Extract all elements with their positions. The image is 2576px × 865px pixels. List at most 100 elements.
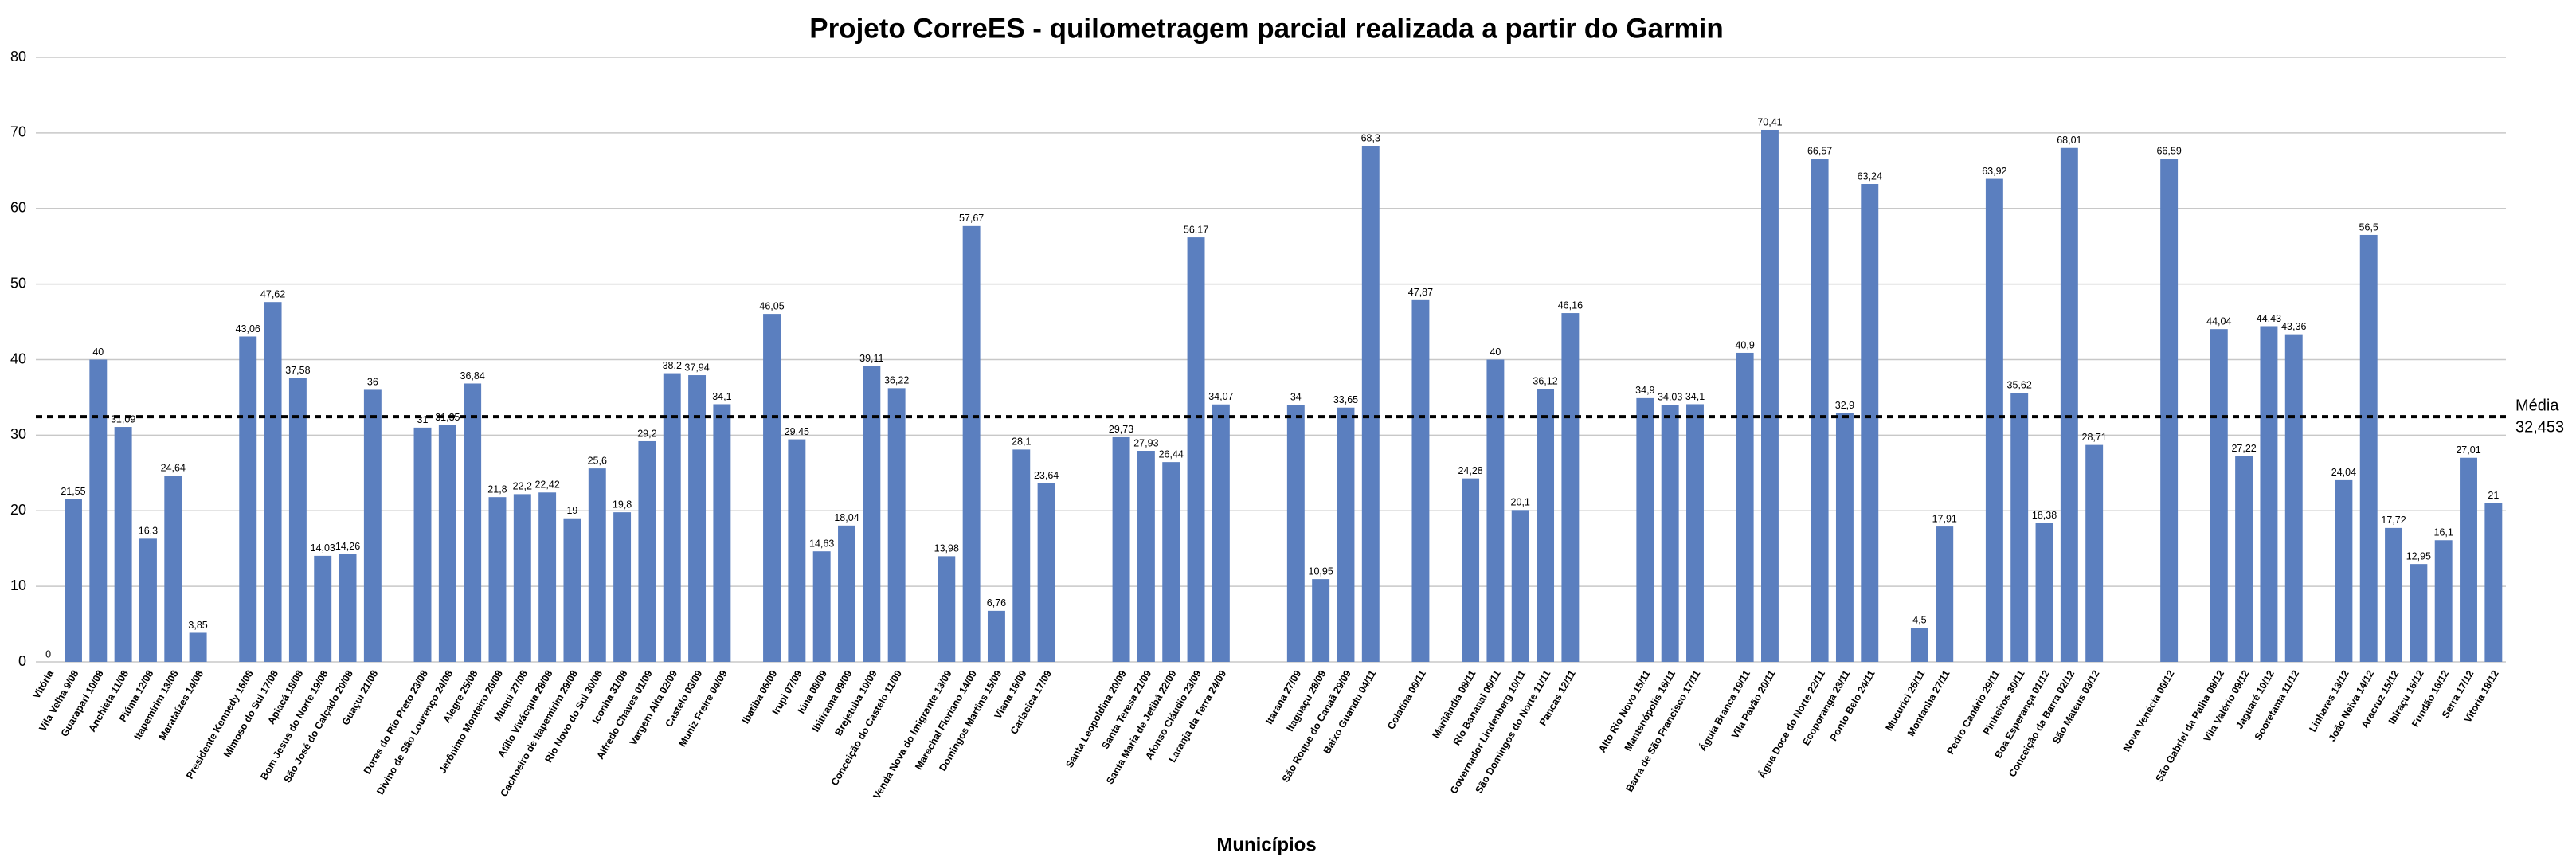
bar (239, 336, 257, 662)
y-tick-label: 60 (10, 200, 26, 216)
bar (513, 494, 531, 662)
value-label: 38,2 (663, 360, 682, 371)
bar (1411, 299, 1430, 662)
x-tick-label: João Neiva 14/12 (2327, 668, 2377, 743)
value-label: 13,98 (934, 543, 959, 554)
value-label: 43,06 (236, 323, 260, 335)
value-label: 34,9 (1635, 385, 1654, 396)
value-label: 20,1 (1511, 497, 1530, 508)
y-tick-label: 30 (10, 426, 26, 442)
bar (1636, 397, 1654, 662)
value-label: 29,73 (1109, 424, 1133, 435)
bar (1761, 129, 1779, 663)
bar (89, 359, 108, 662)
bar (863, 366, 881, 662)
value-label: 17,91 (1932, 513, 1957, 524)
bar (2085, 444, 2104, 662)
bar (613, 512, 632, 662)
value-label: 0 (45, 648, 51, 660)
bar (1736, 352, 1754, 662)
bar (1012, 449, 1031, 662)
bar (1985, 178, 2003, 662)
x-tick-label: Vila Valério 09/12 (2202, 668, 2252, 744)
bar (2284, 334, 2303, 662)
bar (2460, 457, 2477, 662)
value-label: 22,42 (534, 479, 559, 491)
value-label: 4,5 (1912, 615, 1926, 626)
mean-name: Média (2515, 397, 2559, 414)
bar (363, 389, 382, 662)
x-tick-label: Colatina 06/11 (1385, 668, 1428, 731)
bar (164, 476, 182, 662)
value-label: 29,2 (637, 428, 656, 439)
value-label: 34,03 (1658, 391, 1682, 402)
bar (2010, 393, 2029, 662)
value-label: 34 (1290, 392, 1302, 403)
value-label: 68,01 (2057, 135, 2081, 146)
bar (2335, 479, 2353, 662)
x-tick-label: Vitória (31, 667, 57, 700)
bar (438, 425, 456, 662)
bar (812, 551, 831, 662)
x-tick-label: Ibatiba 06/09 (740, 668, 780, 726)
value-label: 10,95 (1309, 566, 1333, 577)
value-label: 56,17 (1184, 224, 1208, 235)
value-label: 21 (2488, 490, 2499, 501)
bar (588, 468, 606, 662)
value-label: 19 (566, 505, 577, 516)
value-label: 66,57 (1807, 146, 1832, 157)
value-label: 39,11 (859, 353, 883, 364)
bar (538, 492, 557, 662)
value-label: 22,2 (513, 481, 532, 492)
bar (2434, 540, 2453, 662)
bar (1187, 237, 1205, 662)
bar (1286, 405, 1305, 662)
value-label: 34,07 (1208, 391, 1233, 402)
y-tick-label: 50 (10, 275, 26, 291)
value-label: 68,3 (1361, 132, 1380, 143)
value-label: 6,76 (987, 597, 1006, 609)
x-axis-label: Municípios (1216, 834, 1316, 855)
bar (314, 555, 332, 662)
x-tick-label: Ponto Belo 24/11 (1828, 668, 1877, 743)
value-label: 57,67 (959, 213, 984, 224)
bar (1137, 451, 1155, 662)
bar (339, 554, 357, 662)
bar (1361, 146, 1380, 662)
bar (2035, 523, 2053, 662)
value-label: 37,94 (684, 362, 709, 373)
bar (1686, 404, 1704, 662)
y-tick-label: 70 (10, 124, 26, 140)
bar (2160, 159, 2179, 663)
value-label: 34,1 (712, 391, 731, 402)
y-tick-label: 80 (10, 49, 26, 65)
value-label: 17,72 (2381, 515, 2406, 526)
value-label: 28,71 (2082, 432, 2107, 443)
value-label: 33,65 (1333, 394, 1358, 405)
value-label: 24,04 (2331, 467, 2356, 478)
bar (887, 388, 906, 662)
value-label: 18,04 (834, 512, 859, 523)
bar (189, 632, 207, 662)
bar (638, 440, 656, 662)
bar (1537, 389, 1555, 662)
value-label: 46,16 (1558, 299, 1583, 311)
value-label: 28,1 (1012, 436, 1031, 448)
value-label: 31,35 (435, 412, 460, 423)
bar (1835, 413, 1854, 662)
value-label: 14,63 (809, 538, 834, 549)
value-label: 43,36 (2281, 321, 2306, 332)
value-label: 29,45 (785, 426, 809, 437)
value-label: 47,87 (1408, 287, 1433, 298)
value-label: 70,41 (1757, 116, 1782, 127)
value-label: 14,26 (335, 541, 360, 552)
value-label: 27,01 (2456, 444, 2480, 456)
bar (1037, 483, 1055, 662)
bar (663, 373, 681, 662)
bar (1561, 313, 1580, 662)
value-label: 34,1 (1685, 391, 1705, 402)
y-tick-label: 0 (18, 653, 26, 669)
y-tick-label: 20 (10, 502, 26, 518)
